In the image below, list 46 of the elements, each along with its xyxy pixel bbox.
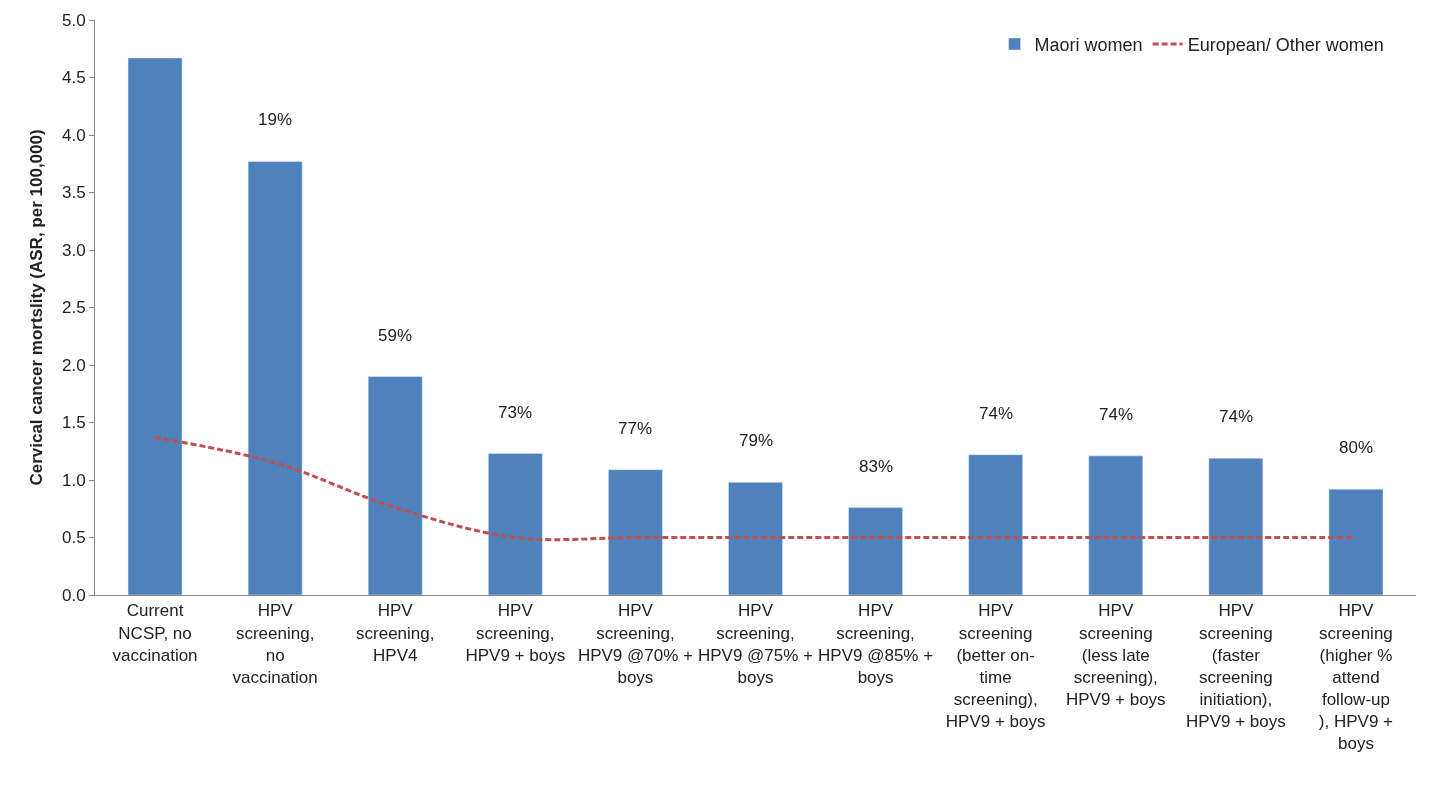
x-tick-label: HPV screening, HPV4 (356, 601, 435, 665)
annotation: 79% (739, 431, 774, 450)
x-tick-label: Current NCSP, no vaccination (112, 601, 198, 665)
x-tick-label: HPV screening, HPV9 @75% + boys (697, 601, 814, 687)
y-tick-label: 3.5 (61, 183, 86, 203)
bar (488, 453, 543, 595)
x-tick-label: HPV screening (higher % attend follow-up ), HPV9 + boys (1318, 601, 1394, 753)
y-tick-label: 2.0 (61, 355, 86, 375)
y-tick-label: 4.0 (61, 125, 86, 145)
y-tick-label: 2.5 (61, 298, 86, 318)
bar (608, 469, 663, 595)
annotation: 74% (979, 404, 1014, 423)
x-tick-label: HPV screening (better on-time screening), HPV9 + boys (945, 601, 1046, 731)
bar (728, 482, 783, 595)
bar (1088, 455, 1144, 595)
x-tick-label: HPV screening, HPV9 + boys (465, 601, 566, 665)
x-tick-label: HPV screening, HPV9 @85% + boys (818, 601, 934, 687)
annotation: 73% (498, 403, 533, 422)
y-tick-label: 3.0 (61, 240, 86, 260)
y-tick-label: 1.5 (61, 413, 86, 433)
bar (968, 454, 1023, 595)
x-tick-label: HPV screening, no vaccination (232, 601, 318, 687)
annotation: 83% (859, 457, 894, 476)
y-tick-label: 4.5 (61, 68, 86, 88)
legend-label: European/ Other women (1187, 34, 1384, 55)
bar (1328, 488, 1384, 595)
y-tick-label: 0.5 (61, 528, 86, 548)
annotation: 80% (1339, 438, 1374, 457)
bar (247, 161, 303, 595)
y-tick-label: 5.0 (61, 10, 86, 30)
y-tick-label: 0.0 (61, 585, 86, 605)
annotation: 77% (618, 419, 653, 438)
y-axis-title: Cervical cancer mortslity (ASR, per 100,000) (26, 129, 46, 486)
x-tick-label: HPV screening, HPV9 @70% + boys (577, 601, 694, 687)
bar (1208, 457, 1264, 595)
x-tick-label: HPV screening (faster screening initiation), HPV9 + boys (1186, 601, 1286, 731)
bar (127, 57, 183, 595)
y-tick-label: 1.0 (61, 470, 86, 490)
bar (848, 507, 903, 595)
annotation: 74% (1099, 405, 1134, 424)
x-tick-label: HPV screening (less late screening), HPV9 + boys (1065, 601, 1166, 709)
annotation: 59% (378, 326, 413, 345)
annotation: 19% (258, 110, 293, 129)
bar (367, 376, 423, 595)
annotation: 74% (1219, 407, 1254, 426)
legend-label: Maori women (1034, 34, 1143, 55)
